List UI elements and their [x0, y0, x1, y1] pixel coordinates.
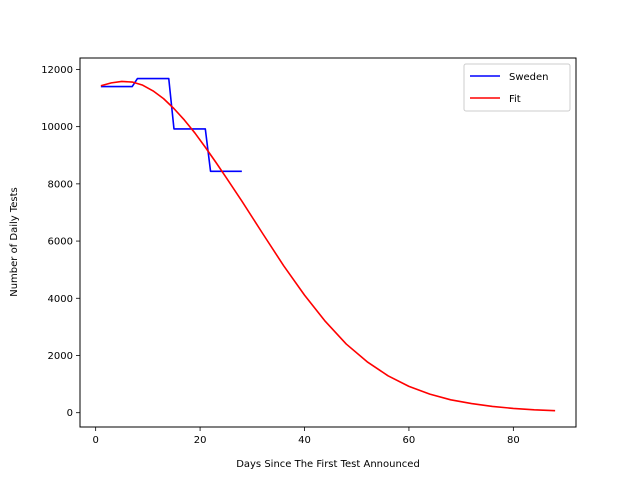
axes-frame — [79, 57, 577, 428]
y-tick-label: 6000 — [48, 237, 73, 248]
y-tick-label: 12000 — [41, 65, 73, 76]
legend-label-sweden: Sweden — [509, 72, 549, 83]
y-axis-label: Number of Daily Tests — [9, 187, 20, 297]
x-tick-label: 20 — [194, 435, 207, 446]
x-tick-label: 80 — [507, 435, 520, 446]
y-axis-ticks: 0 2000 4000 6000 8000 10000 12000 — [41, 65, 80, 419]
y-tick-label: 10000 — [41, 122, 73, 133]
legend: Sweden Fit — [463, 63, 571, 112]
x-tick-label: 40 — [298, 435, 311, 446]
x-axis-ticks: 0 20 40 60 80 — [92, 427, 520, 446]
y-tick-label: 4000 — [48, 294, 73, 305]
series-line-sweden — [100, 77, 242, 173]
x-axis-label: Days Since The First Test Announced — [236, 459, 420, 470]
x-tick-label: 0 — [92, 435, 98, 446]
y-tick-label: 0 — [67, 408, 73, 419]
legend-label-fit: Fit — [509, 94, 521, 105]
y-tick-label: 2000 — [48, 351, 73, 362]
plot-lines — [100, 77, 556, 412]
series-line-fit — [100, 80, 556, 412]
y-tick-label: 8000 — [48, 179, 73, 190]
x-tick-label: 60 — [403, 435, 416, 446]
